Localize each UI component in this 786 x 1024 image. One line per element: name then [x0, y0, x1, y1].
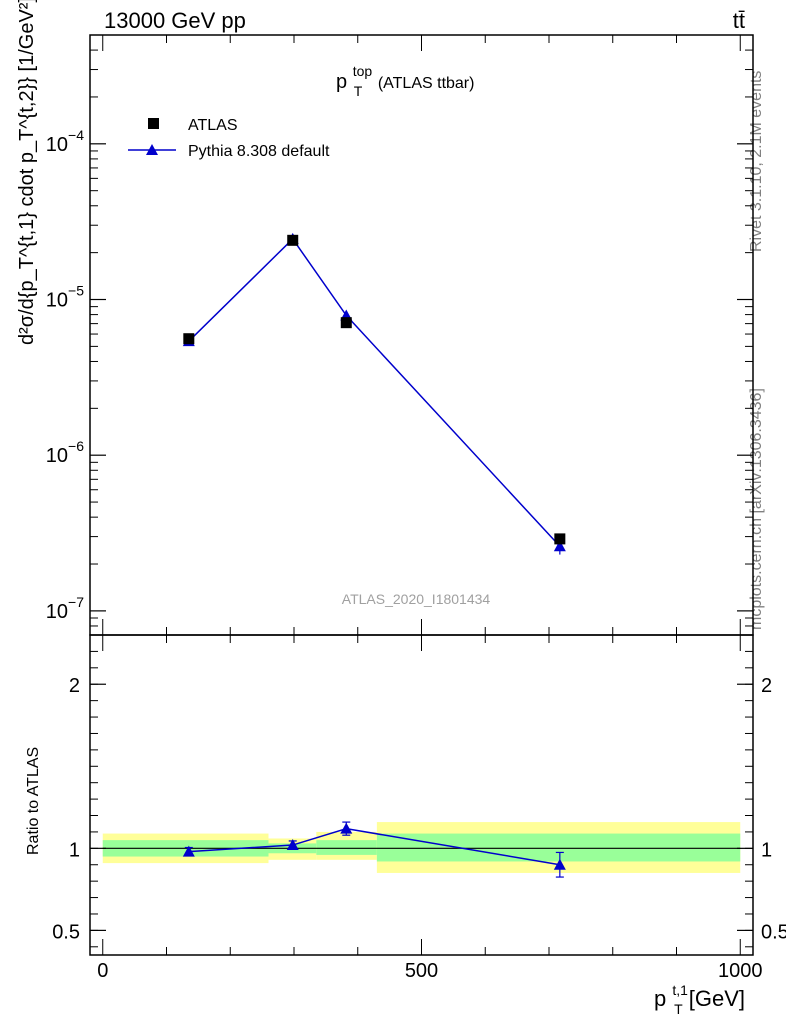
lower-y-tick-label-right: 0.5: [761, 921, 786, 943]
upper-y-tick-base: 10: [46, 601, 68, 623]
ratio-series: [182, 821, 566, 878]
ratio-line: [188, 827, 560, 866]
lower-axes-ticks: 0.5 0.5 1 1 2 2 0 500 1000: [52, 635, 786, 982]
upper-series: [182, 232, 566, 555]
legend-marker-atlas: [148, 118, 159, 129]
lower-y-tick-label-right: 1: [761, 839, 772, 861]
x-axis-label-sup: t,1: [672, 982, 688, 998]
upper-y-tick-exponent: −6: [68, 438, 84, 454]
source-label: mcplots.cern.ch [arXiv:1306.3436]: [748, 388, 765, 630]
plot-title-main: p: [336, 71, 347, 93]
atlas-data-point: [183, 333, 195, 345]
lower-y-tick-label: 1: [69, 839, 80, 861]
upper-y-axis-label: d²σ/d{p_T^{t,1} cdot p_T^{t,2}} [1/GeV²]: [16, 0, 38, 345]
ratio-band-green: [376, 833, 741, 862]
pythia-line: [188, 237, 561, 547]
header-collision-label: 13000 GeV pp: [104, 8, 246, 33]
ratio-point: [182, 845, 195, 857]
lower-panel: 0.5 0.5 1 1 2 2 0 500 1000 Ratio to ATLAS: [25, 634, 786, 982]
atlas-data-point: [554, 533, 566, 545]
ratio-band-green: [316, 840, 377, 855]
x-axis-label: p t,1 T [GeV]: [654, 975, 745, 1019]
x-axis-label-unit: [GeV]: [689, 986, 745, 1011]
x-axis-label-sub: T: [674, 1001, 683, 1017]
upper-y-tick-label: 10−6: [46, 438, 84, 467]
plot-title-sup: top: [353, 63, 373, 79]
upper-y-tick-exponent: −7: [68, 594, 84, 610]
legend-label-atlas: ATLAS: [188, 117, 238, 134]
upper-y-tick-base: 10: [46, 445, 68, 467]
upper-y-tick-label: 10−5: [46, 283, 84, 312]
ratio-point: [340, 822, 353, 834]
analysis-watermark: ATLAS_2020_I1801434: [342, 591, 491, 607]
upper-panel: 10−710−610−510−4 p top T (ATLAS ttbar) A…: [16, 0, 754, 636]
legend: ATLAS Pythia 8.308 default: [128, 117, 330, 160]
upper-axes-ticks: 10−710−610−510−4: [46, 34, 753, 636]
plot-title-sub: T: [354, 83, 363, 99]
lower-y-tick-label: 2: [69, 675, 80, 697]
upper-y-tick-label: 10−7: [46, 594, 84, 623]
x-tick-label: 500: [405, 960, 438, 982]
plot-title: p top T (ATLAS ttbar): [336, 59, 474, 101]
ratio-uncertainty-bands: [102, 822, 741, 873]
ratio-point: [553, 858, 566, 870]
lower-frame: [89, 634, 754, 956]
lower-y-tick-label: 0.5: [52, 921, 80, 943]
x-tick-label: 1000: [718, 960, 763, 982]
pythia-point: [553, 540, 566, 552]
lower-y-axis-label: Ratio to ATLAS: [25, 747, 42, 855]
legend-label-pythia: Pythia 8.308 default: [188, 143, 330, 160]
upper-y-tick-exponent: −4: [68, 127, 84, 143]
header-process-label: tt̄: [733, 8, 745, 33]
atlas-data-point: [287, 234, 299, 246]
x-tick-label: 0: [97, 960, 108, 982]
ratio-point: [286, 839, 299, 851]
x-axis-label-main: p: [654, 986, 666, 1011]
upper-y-tick-base: 10: [46, 290, 68, 312]
atlas-data-point: [340, 317, 352, 329]
legend-marker-pythia: [146, 144, 158, 155]
upper-y-tick-exponent: −5: [68, 283, 84, 299]
plot-title-suffix: (ATLAS ttbar): [378, 75, 475, 92]
upper-y-tick-base: 10: [46, 134, 68, 156]
upper-y-axis-label-text: d²σ/d{p_T^{t,1} cdot p_T^{t,2}} [1/GeV²]: [16, 0, 38, 345]
lower-y-tick-label-right: 2: [761, 675, 772, 697]
upper-y-tick-label: 10−4: [46, 127, 84, 156]
